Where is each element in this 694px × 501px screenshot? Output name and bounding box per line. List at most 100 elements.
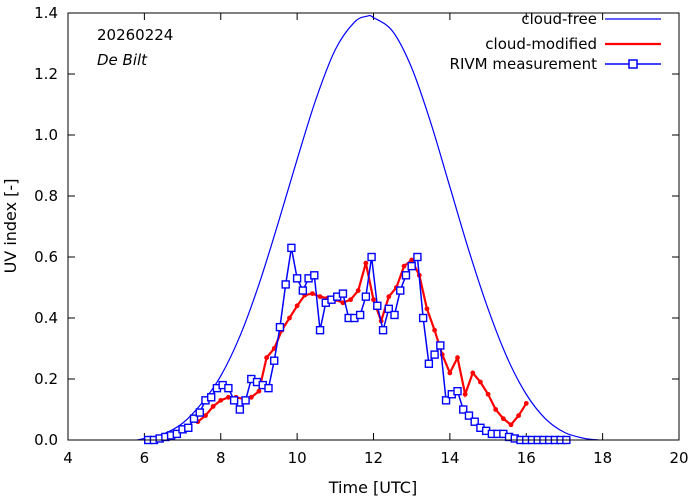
cloud-modified-point	[256, 388, 262, 394]
cloud-modified-point	[493, 407, 499, 412]
measurement-point	[418, 313, 428, 323]
legend-label-cloud-modified: cloud-modified	[485, 35, 597, 53]
cloud-modified-point	[401, 263, 407, 269]
y-tick-label: 0.4	[34, 309, 58, 327]
measurement-point	[287, 243, 296, 253]
cloud-modified-point	[386, 294, 392, 300]
x-tick-label: 20	[669, 449, 688, 467]
y-tick-labels: 0.0 0.2 0.4 0.6 0.8 1.0 1.2 1.4	[34, 4, 58, 449]
cloud-modified-point	[317, 294, 323, 300]
measurement-point	[413, 252, 422, 262]
series-cloud-free	[136, 14, 599, 441]
cloud-modified-point	[432, 327, 437, 333]
measurement-line	[148, 247, 567, 441]
measurement-point	[441, 396, 451, 405]
cloud-modified-point	[447, 370, 453, 376]
y-tick-label: 1.0	[34, 126, 58, 144]
location-annotation: De Bilt	[97, 51, 148, 69]
x-tick-label: 6	[140, 449, 150, 467]
measurement-point	[229, 396, 239, 405]
cloud-modified-point	[287, 315, 292, 321]
series-layer	[136, 14, 599, 445]
cloud-modified-point	[371, 297, 376, 303]
measurement-point	[281, 280, 290, 289]
measurement-point	[384, 304, 393, 314]
measurement-point	[430, 350, 439, 359]
measurement-point	[361, 292, 371, 301]
measurement-point	[378, 326, 388, 335]
cloud-modified-point	[462, 391, 468, 397]
cloud-modified-point	[523, 401, 529, 406]
measurement-point	[292, 274, 302, 283]
measurement-point	[373, 301, 382, 310]
measurement-point	[453, 387, 462, 396]
measurement-point	[270, 356, 279, 365]
measurement-point	[401, 271, 411, 280]
cloud-modified-point	[355, 288, 361, 293]
x-tick-label: 14	[440, 449, 459, 467]
measurement-point	[275, 322, 285, 332]
cloud-modified-point	[409, 257, 415, 263]
cloud-modified-point	[478, 379, 483, 385]
cloud-modified-point	[516, 413, 522, 418]
y-tick-label: 1.2	[34, 65, 58, 83]
measurement-point	[407, 261, 416, 271]
x-tick-label: 4	[63, 449, 73, 467]
measurement-point	[464, 411, 474, 420]
x-tick-label: 10	[288, 449, 307, 467]
measurement-point	[224, 383, 233, 393]
cloud-modified-point	[225, 394, 231, 400]
measurement-point	[315, 326, 325, 335]
measurement-point	[390, 310, 399, 320]
legend-marker-rivm-measurement	[628, 59, 638, 69]
cloud-free-curve	[136, 14, 599, 441]
cloud-modified-point	[455, 355, 460, 361]
measurement-point	[459, 405, 468, 414]
cloud-modified-point	[294, 303, 300, 309]
cloud-modified-point	[470, 370, 476, 376]
cloud-modified-point	[248, 394, 254, 400]
x-tick-label: 12	[364, 449, 383, 467]
cloud-modified-point	[310, 291, 315, 296]
cloud-modified-point	[203, 413, 208, 418]
legend-label-cloud-free: cloud-free	[521, 10, 597, 28]
x-tick-label: 18	[593, 449, 612, 467]
cloud-modified-point	[485, 391, 491, 397]
legend-label-rivm-measurement: RIVM measurement	[450, 55, 598, 73]
x-tick-labels: 4 6 8 10 12 14 16 18 20	[63, 449, 688, 467]
measurement-point	[264, 383, 273, 393]
measurement-point	[355, 310, 365, 320]
y-tick-label: 0.8	[34, 187, 58, 205]
measurement-point	[338, 289, 348, 298]
measurement-point	[195, 408, 204, 417]
x-tick-label: 16	[517, 449, 536, 467]
measurement-point	[189, 414, 199, 423]
cloud-modified-point	[424, 306, 430, 312]
cloud-modified-point	[264, 355, 269, 361]
measurement-point	[310, 271, 319, 280]
measurement-point	[436, 341, 445, 350]
measurement-point	[172, 429, 182, 439]
measurement-point	[470, 417, 479, 426]
measurement-point	[184, 423, 193, 432]
plot-frame	[67, 12, 680, 441]
measurement-point	[235, 405, 245, 414]
y-tick-label: 0.6	[34, 248, 58, 266]
y-axis-title: UV index [-]	[1, 179, 20, 274]
y-tick-label: 1.4	[34, 4, 58, 22]
y-tick-label: 0.2	[34, 370, 58, 388]
cloud-modified-point	[363, 260, 369, 266]
x-axis-title: Time [UTC]	[328, 478, 417, 497]
cloud-modified-point	[210, 404, 216, 409]
measurement-point	[298, 286, 308, 295]
date-annotation: 20260224	[97, 26, 173, 44]
legend: cloud-free cloud-modified RIVM measureme…	[450, 10, 661, 73]
measurement-point	[207, 393, 216, 402]
y-tick-label: 0.0	[34, 431, 58, 449]
measurement-point	[241, 396, 250, 405]
measurement-point	[424, 359, 434, 368]
measurement-point	[396, 286, 405, 295]
tick-marks	[67, 12, 680, 441]
cloud-modified-point	[500, 416, 506, 422]
